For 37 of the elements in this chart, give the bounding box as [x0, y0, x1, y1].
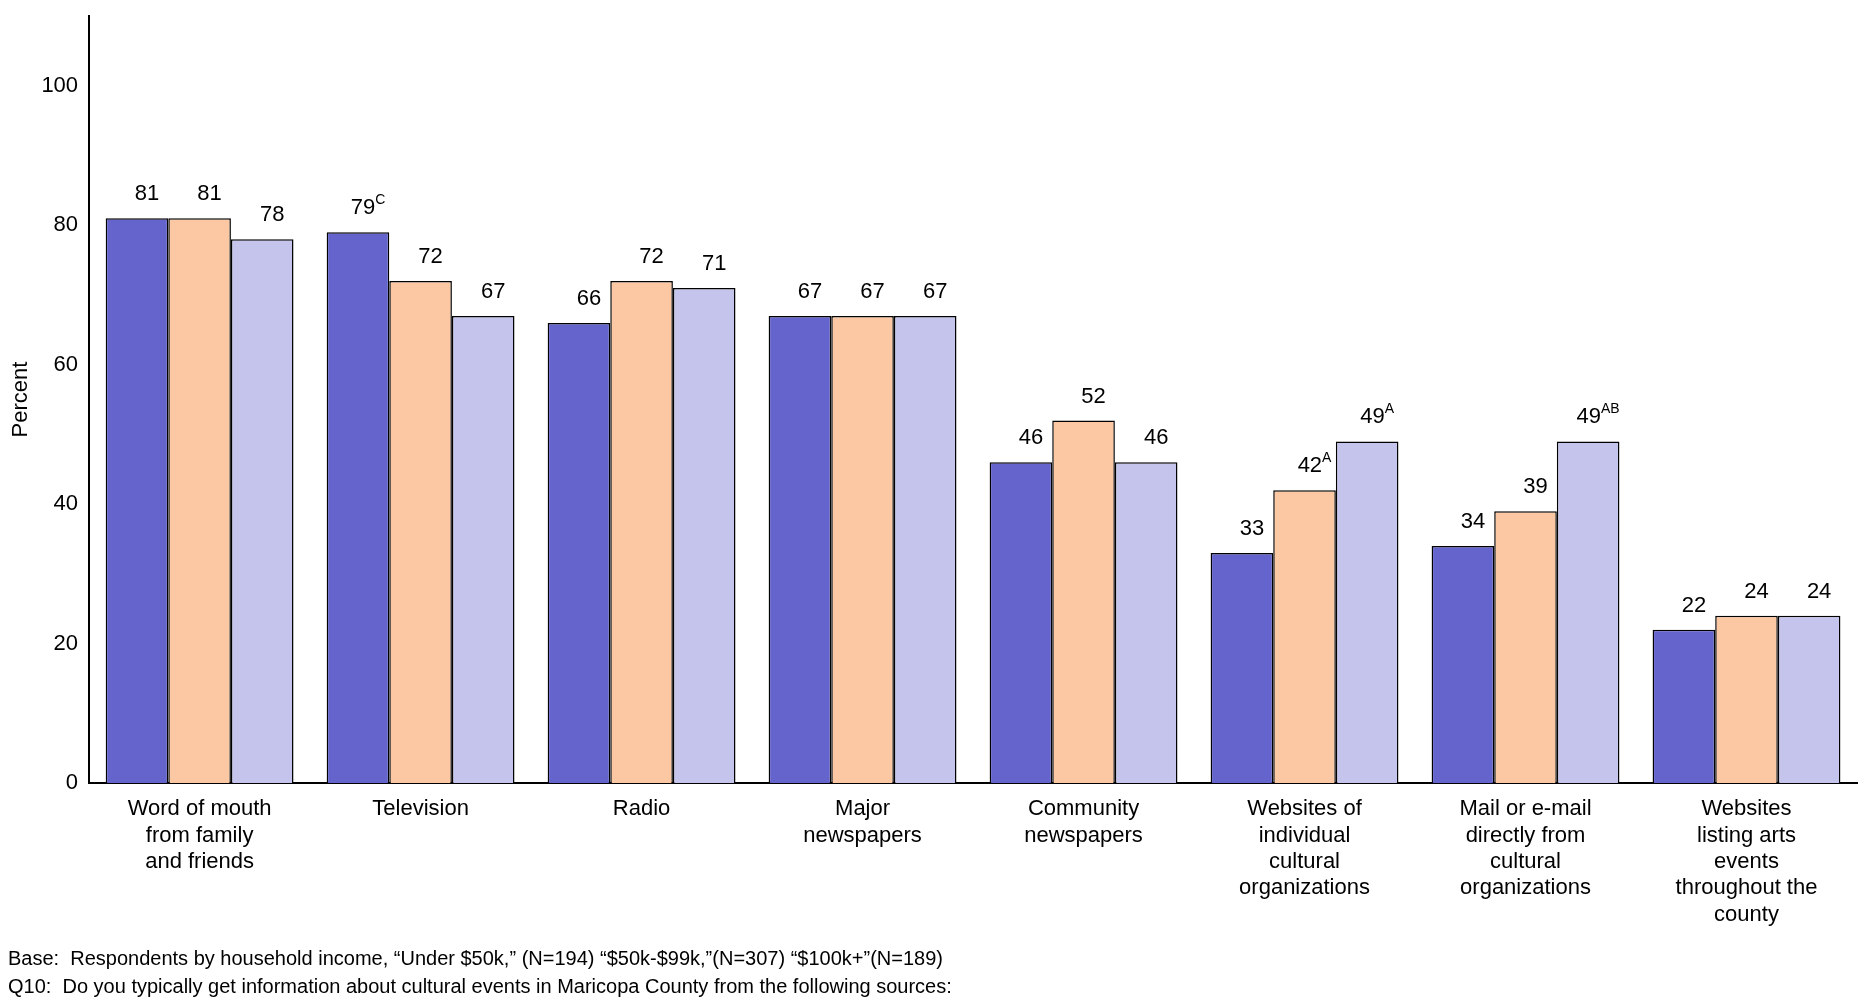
x-tick-label: Major newspapers [803, 795, 922, 847]
data-label: 78 [259, 201, 285, 227]
x-tick-label: Websites of individual cultural organizations [1239, 795, 1370, 900]
y-tick-label: 0 [65, 769, 79, 795]
data-label: 66 [576, 284, 602, 310]
y-tick-label: 40 [53, 490, 79, 516]
data-label: 67 [922, 277, 948, 303]
x-tick-label: Word of mouth from family and friends [127, 795, 272, 874]
data-label: 81 [134, 180, 160, 206]
data-label: 22 [1681, 591, 1707, 617]
data-label: 39 [1523, 473, 1548, 499]
y-tick-label: 20 [53, 629, 79, 655]
data-label: 46 [1143, 424, 1169, 450]
data-label: 24 [1806, 577, 1832, 603]
data-label: 46 [1018, 424, 1044, 450]
data-label: 67 [480, 277, 506, 303]
data-label: 72 [639, 243, 664, 269]
data-label: 67 [860, 277, 885, 303]
y-tick-label: 80 [53, 211, 79, 237]
y-tick-label: 60 [53, 350, 79, 376]
text: Q10: Do you typically get information about cultural events in Maricopa County from the following sources: [8, 975, 952, 997]
data-label: 72 [418, 243, 443, 269]
x-tick-label: Websites listing arts events throughout the county [1675, 795, 1818, 926]
text: Base: Respondents by household income, “Under $50k,” (N=194) “$50k-$99k,”(N=307) “$100k+”(N=189) [8, 947, 943, 969]
y-axis-title: Percent [7, 361, 33, 438]
data-label: 34 [1460, 507, 1486, 533]
data-label: 67 [797, 277, 823, 303]
data-label: 52 [1081, 382, 1106, 408]
x-tick-label: Community newspapers [1024, 795, 1143, 847]
y-tick-label: 100 [41, 71, 79, 97]
data-label: 33 [1239, 514, 1265, 540]
x-tick-label: Mail or e-mail directly from cultural organizations [1459, 795, 1592, 900]
data-label: 24 [1744, 577, 1769, 603]
x-tick-label: Television [372, 795, 469, 821]
data-label: 71 [701, 250, 727, 276]
data-label: 81 [197, 180, 222, 206]
x-tick-label: Radio [612, 795, 671, 821]
